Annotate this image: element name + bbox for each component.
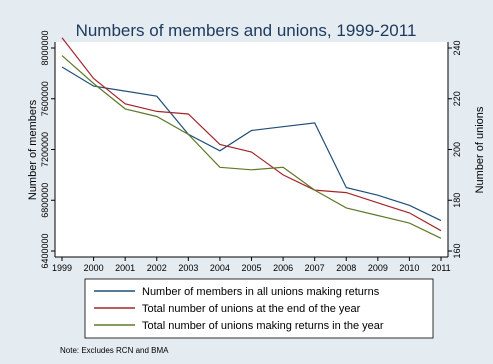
x-tick-label: 1999 — [52, 263, 72, 273]
right-tick-label: 160 — [452, 243, 462, 258]
left-axis-ticks: 6400000 6800000 7200000 7600000 8000000 — [40, 30, 55, 269]
x-tick-label: 2000 — [84, 263, 104, 273]
legend-box — [84, 278, 434, 339]
x-tick-label: 2004 — [210, 263, 230, 273]
chart-note: Note: Excludes RCN and BMA — [60, 346, 169, 355]
series-line-1 — [61, 66, 442, 222]
left-tick-label: 7600000 — [40, 81, 50, 116]
plot-area — [55, 42, 448, 257]
x-axis-ticks: 1999 2000 2001 2002 2003 2004 2005 2006 2007 2008… — [52, 257, 451, 273]
left-axis-label: Number of members — [27, 99, 39, 200]
x-tick-label: 2001 — [115, 263, 135, 273]
x-tick-label: 2010 — [399, 263, 419, 273]
legend-label-3: Total number of unions making returns in… — [142, 320, 384, 332]
series-layer — [61, 37, 442, 239]
right-tick-label: 180 — [452, 193, 462, 208]
left-tick-label: 6800000 — [40, 183, 50, 218]
legend-label-1: Number of members in all unions making r… — [142, 286, 380, 298]
left-tick-label: 8000000 — [40, 30, 50, 65]
right-tick-label: 220 — [452, 91, 462, 106]
legend: Number of members in all unions making r… — [94, 286, 384, 332]
x-tick-label: 2006 — [273, 263, 293, 273]
legend-label-2: Total number of unions at the end of the… — [142, 303, 361, 315]
chart-title: Numbers of members and unions, 1999-2011 — [76, 21, 417, 40]
x-tick-label: 2007 — [305, 263, 325, 273]
x-tick-label: 2005 — [241, 263, 261, 273]
x-tick-label: 2009 — [368, 263, 388, 273]
left-tick-label: 6400000 — [40, 233, 50, 268]
x-tick-label: 2008 — [336, 263, 356, 273]
right-axis-ticks: 160 180 200 220 240 — [448, 40, 462, 259]
right-tick-label: 200 — [452, 142, 462, 157]
series-line-3 — [61, 55, 442, 239]
x-tick-label: 2011 — [431, 263, 450, 273]
x-tick-label: 2002 — [147, 263, 167, 273]
x-tick-label: 2003 — [178, 263, 198, 273]
right-axis-label: Number of unions — [474, 106, 486, 193]
left-tick-label: 7200000 — [40, 132, 50, 167]
series-line-2 — [61, 37, 442, 232]
right-tick-label: 240 — [452, 40, 462, 55]
